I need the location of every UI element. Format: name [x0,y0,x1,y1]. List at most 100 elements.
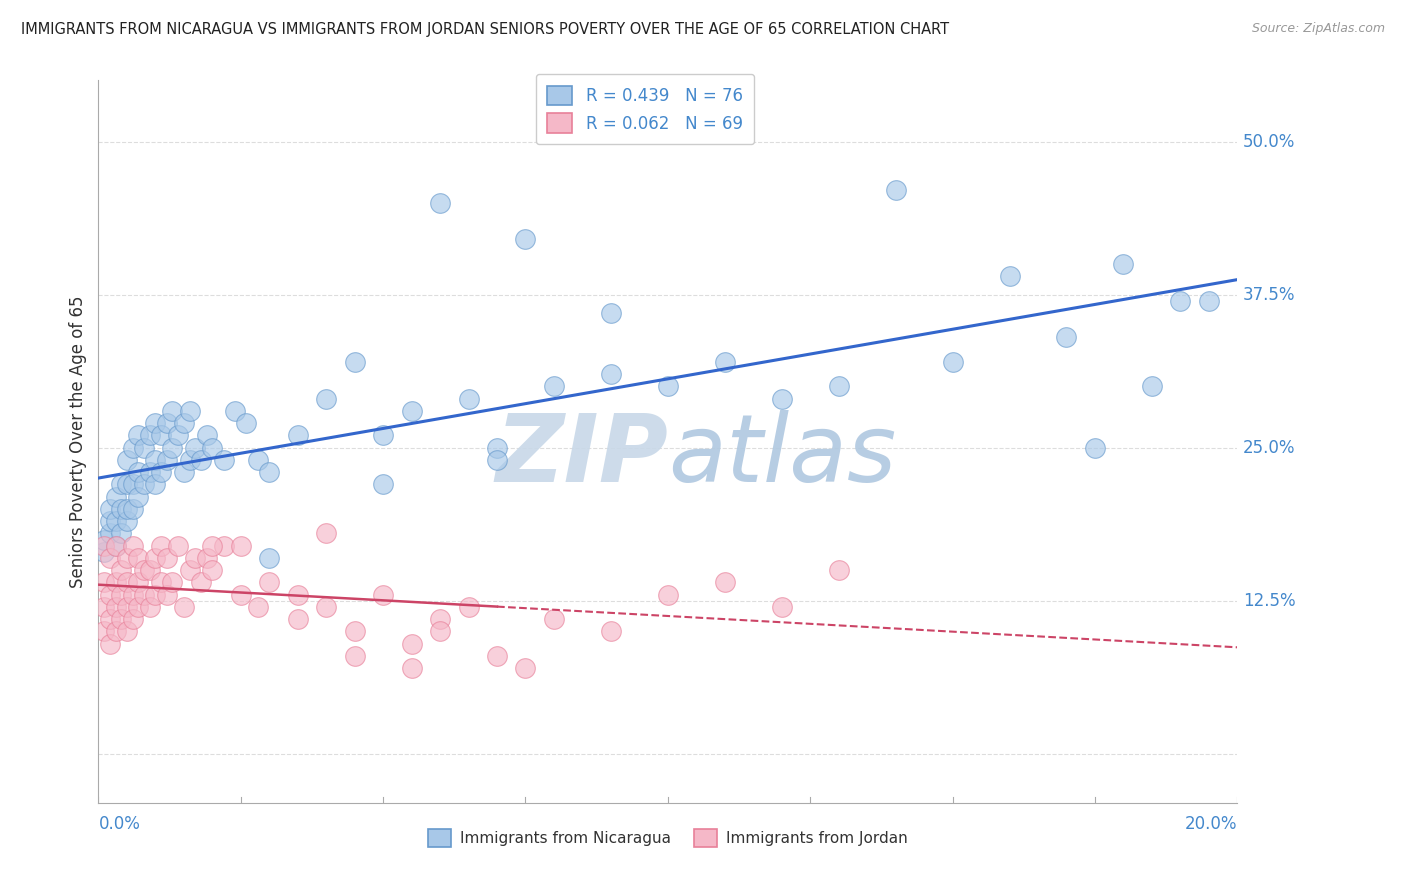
Point [315,599,337,614]
Point [104,539,127,553]
Point [104,624,127,639]
Point [145,453,167,467]
Point [212,453,235,467]
Point [828,563,851,577]
Point [179,563,201,577]
Point [93,533,115,547]
Point [127,550,149,565]
Point [600,367,623,381]
Point [110,612,132,626]
Text: Source: ZipAtlas.com: Source: ZipAtlas.com [1251,22,1385,36]
Point [714,355,737,369]
Point [201,539,224,553]
Point [98,637,121,651]
Text: 12.5%: 12.5% [1243,591,1295,610]
Point [828,379,851,393]
Point [162,441,184,455]
Point [121,612,143,626]
Point [343,355,366,369]
Point [235,416,257,430]
Point [98,502,121,516]
Point [110,526,132,541]
Point [121,477,143,491]
Point [98,514,121,528]
Point [287,588,309,602]
Point [543,612,565,626]
Point [373,588,395,602]
Point [173,465,195,479]
Point [115,624,138,639]
Point [543,379,565,393]
Point [145,550,167,565]
Point [201,563,224,577]
Point [115,575,138,590]
Point [167,428,190,442]
Point [156,453,179,467]
Point [770,599,793,614]
Point [600,624,623,639]
Point [657,379,679,393]
Point [600,306,623,320]
Point [770,392,793,406]
Point [1140,379,1163,393]
Point [127,428,149,442]
Point [104,514,127,528]
Point [401,404,423,418]
Y-axis label: Seniors Poverty Over the Age of 65: Seniors Poverty Over the Age of 65 [69,295,87,588]
Point [179,404,201,418]
Point [138,599,160,614]
Point [162,575,184,590]
Text: 50.0%: 50.0% [1243,133,1295,151]
Point [179,453,201,467]
Point [229,588,252,602]
Point [98,588,121,602]
Point [884,184,907,198]
Point [343,648,366,663]
Point [1198,293,1220,308]
Point [115,502,138,516]
Point [315,526,337,541]
Point [156,588,179,602]
Point [287,428,309,442]
Point [1112,257,1135,271]
Point [104,575,127,590]
Point [486,648,509,663]
Point [127,490,149,504]
Point [121,502,143,516]
Point [714,575,737,590]
Point [259,550,281,565]
Point [173,599,195,614]
Point [457,392,479,406]
Point [110,477,132,491]
Point [132,588,155,602]
Point [145,416,167,430]
Point [201,441,224,455]
Point [115,453,138,467]
Point [212,539,235,553]
Point [132,477,155,491]
Point [486,441,509,455]
Point [259,575,281,590]
Point [942,355,965,369]
Point [343,624,366,639]
Point [110,502,132,516]
Point [429,624,451,639]
Point [150,539,173,553]
Point [93,539,115,553]
Point [195,428,218,442]
Point [98,612,121,626]
Point [1056,330,1078,344]
Point [195,550,218,565]
Text: 37.5%: 37.5% [1243,285,1295,303]
Point [121,588,143,602]
Point [401,637,423,651]
Point [515,232,537,246]
Text: ZIP: ZIP [495,410,668,502]
Point [401,661,423,675]
Point [1170,293,1192,308]
Point [93,599,115,614]
Point [132,441,155,455]
Point [110,588,132,602]
Point [121,539,143,553]
Point [110,563,132,577]
